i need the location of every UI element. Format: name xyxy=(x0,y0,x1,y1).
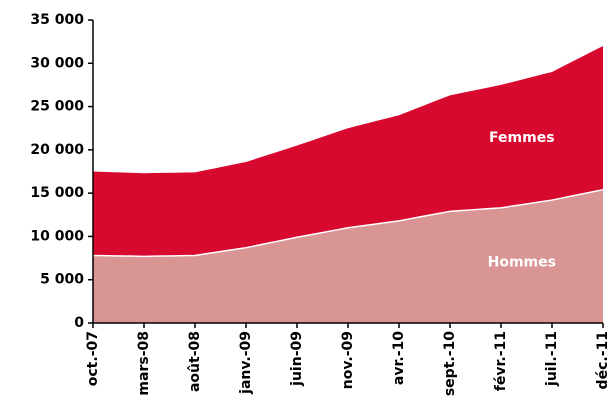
x-tick-label: août-08 xyxy=(187,331,203,392)
y-tick-label: 5 000 xyxy=(40,272,84,288)
y-tick-label: 15 000 xyxy=(30,185,84,201)
y-tick-label: 0 xyxy=(74,315,84,331)
x-tick-label: oct.-07 xyxy=(85,331,101,386)
x-tick-label: avr.-10 xyxy=(391,331,407,385)
x-tick-label: nov.-09 xyxy=(340,331,356,389)
series-boundary xyxy=(92,188,604,258)
x-tick-label: juin-09 xyxy=(289,331,305,387)
y-tick-label: 35 000 xyxy=(30,12,84,28)
y-tick-label: 10 000 xyxy=(30,228,84,244)
x-tick-label: déc.-11 xyxy=(595,331,611,389)
y-tick-label: 25 000 xyxy=(30,99,84,115)
y-tick-label: 20 000 xyxy=(30,142,84,158)
x-tick-label: juil.-11 xyxy=(544,331,560,387)
y-tick-label: 30 000 xyxy=(30,55,84,71)
area xyxy=(93,189,603,323)
series-label: Femmes xyxy=(489,130,555,146)
x-tick-label: sept.-10 xyxy=(442,331,458,396)
series-label: Hommes xyxy=(488,254,556,270)
area xyxy=(93,45,603,257)
x-tick-label: janv.-09 xyxy=(238,331,254,395)
x-tick-label: mars-08 xyxy=(136,331,152,396)
x-tick-label: févr.-11 xyxy=(493,331,509,391)
